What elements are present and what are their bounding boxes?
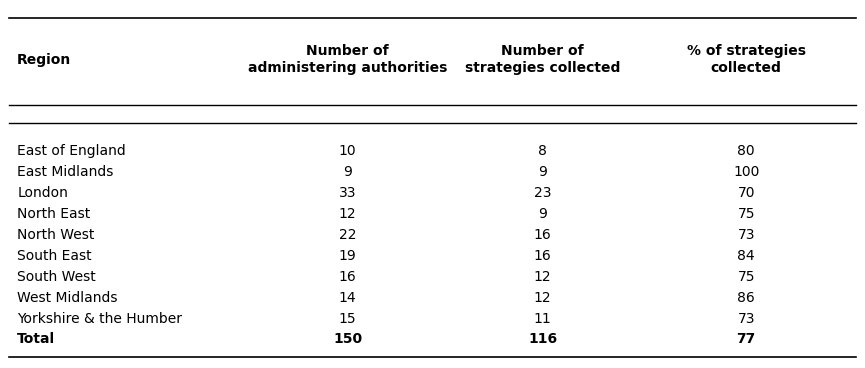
Text: 19: 19 [339,249,356,263]
Text: North East: North East [17,207,90,221]
Text: 116: 116 [529,332,557,346]
Text: 77: 77 [736,332,756,346]
Text: % of strategies
collected: % of strategies collected [687,44,805,75]
Text: 16: 16 [534,249,552,263]
Text: 73: 73 [737,312,755,326]
Text: 11: 11 [534,312,552,326]
Text: Number of
administering authorities: Number of administering authorities [248,44,447,75]
Text: 14: 14 [339,291,356,305]
Text: 100: 100 [733,165,759,179]
Text: 84: 84 [737,249,755,263]
Text: 33: 33 [339,186,356,200]
Text: Total: Total [17,332,55,346]
Text: 75: 75 [737,207,755,221]
Text: 150: 150 [333,332,362,346]
Text: Number of
strategies collected: Number of strategies collected [465,44,620,75]
Text: 9: 9 [538,165,548,179]
Text: 70: 70 [737,186,755,200]
Text: North West: North West [17,228,94,242]
Text: South West: South West [17,270,96,284]
Text: 16: 16 [339,270,356,284]
Text: 15: 15 [339,312,356,326]
Text: 9: 9 [343,165,352,179]
Text: 22: 22 [339,228,356,242]
Text: 86: 86 [737,291,755,305]
Text: 16: 16 [534,228,552,242]
Text: 12: 12 [339,207,356,221]
Text: 75: 75 [737,270,755,284]
Text: Region: Region [17,53,72,67]
Text: 12: 12 [534,270,552,284]
Text: 8: 8 [538,144,548,158]
Text: Yorkshire & the Humber: Yorkshire & the Humber [17,312,183,326]
Text: 9: 9 [538,207,548,221]
Text: London: London [17,186,68,200]
Text: 23: 23 [534,186,552,200]
Text: East Midlands: East Midlands [17,165,113,179]
Text: South East: South East [17,249,92,263]
Text: West Midlands: West Midlands [17,291,118,305]
Text: 10: 10 [339,144,356,158]
Text: 73: 73 [737,228,755,242]
Text: 12: 12 [534,291,552,305]
Text: East of England: East of England [17,144,126,158]
Text: 80: 80 [737,144,755,158]
